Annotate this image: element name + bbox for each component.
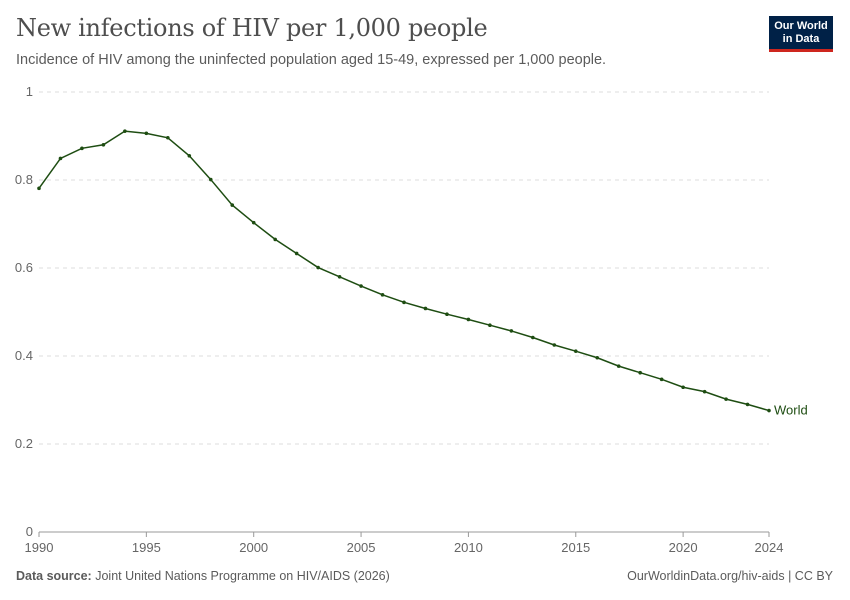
data-point xyxy=(552,343,557,347)
data-point xyxy=(573,349,578,353)
data-point xyxy=(251,220,256,225)
data-point xyxy=(37,186,41,191)
data-point xyxy=(144,131,149,136)
data-point xyxy=(187,154,192,158)
data-point xyxy=(294,251,299,256)
data-point xyxy=(101,143,106,147)
data-point xyxy=(58,156,63,161)
data-point xyxy=(681,385,685,390)
chart-title: New infections of HIV per 1,000 people xyxy=(16,14,488,42)
x-tick-label: 1990 xyxy=(25,540,54,555)
data-point xyxy=(638,370,642,375)
data-point xyxy=(466,317,471,322)
data-point xyxy=(724,397,728,401)
data-point xyxy=(402,300,406,305)
data-point xyxy=(337,275,342,279)
source-text[interactable]: Joint United Nations Programme on HIV/AI… xyxy=(95,569,390,583)
y-tick-label: 0 xyxy=(26,524,33,539)
owid-logo[interactable]: Our World in Data xyxy=(769,16,833,52)
x-tick-label: 1995 xyxy=(132,540,161,555)
x-tick-label: 2000 xyxy=(239,540,268,555)
footer-link[interactable]: OurWorldinData.org/hiv-aids | CC BY xyxy=(627,569,833,583)
series-label: World xyxy=(774,403,808,418)
data-point xyxy=(509,329,514,333)
data-point xyxy=(702,389,707,394)
x-tick-label: 2024 xyxy=(755,540,784,555)
y-tick-label: 0.2 xyxy=(15,436,33,451)
data-point xyxy=(273,237,277,242)
x-tick-label: 2015 xyxy=(561,540,590,555)
data-point xyxy=(316,265,320,270)
y-tick-label: 0.4 xyxy=(15,348,33,363)
data-point xyxy=(208,177,213,182)
data-source: Data source: Joint United Nations Progra… xyxy=(16,569,390,583)
series-line xyxy=(38,130,770,412)
source-label: Data source: xyxy=(16,569,92,583)
data-point xyxy=(445,312,449,317)
y-tick-label: 1 xyxy=(26,84,33,99)
y-tick-label: 0.6 xyxy=(15,260,33,275)
x-tick-label: 2010 xyxy=(454,540,483,555)
data-point xyxy=(616,364,621,368)
chart-subtitle: Incidence of HIV among the uninfected po… xyxy=(16,52,607,68)
data-point xyxy=(767,408,771,413)
data-point xyxy=(659,377,664,382)
x-tick-label: 2005 xyxy=(347,540,376,555)
data-point xyxy=(488,323,492,328)
data-point xyxy=(166,135,170,140)
data-point xyxy=(80,146,84,151)
data-point xyxy=(745,402,750,407)
data-point xyxy=(123,129,127,133)
x-tick-label: 2020 xyxy=(669,540,698,555)
data-point xyxy=(230,203,235,207)
y-tick-label: 0.8 xyxy=(15,172,33,187)
data-point xyxy=(380,293,385,297)
data-point xyxy=(423,306,428,311)
data-point xyxy=(531,335,535,340)
data-point xyxy=(359,284,363,288)
data-point xyxy=(595,355,600,360)
